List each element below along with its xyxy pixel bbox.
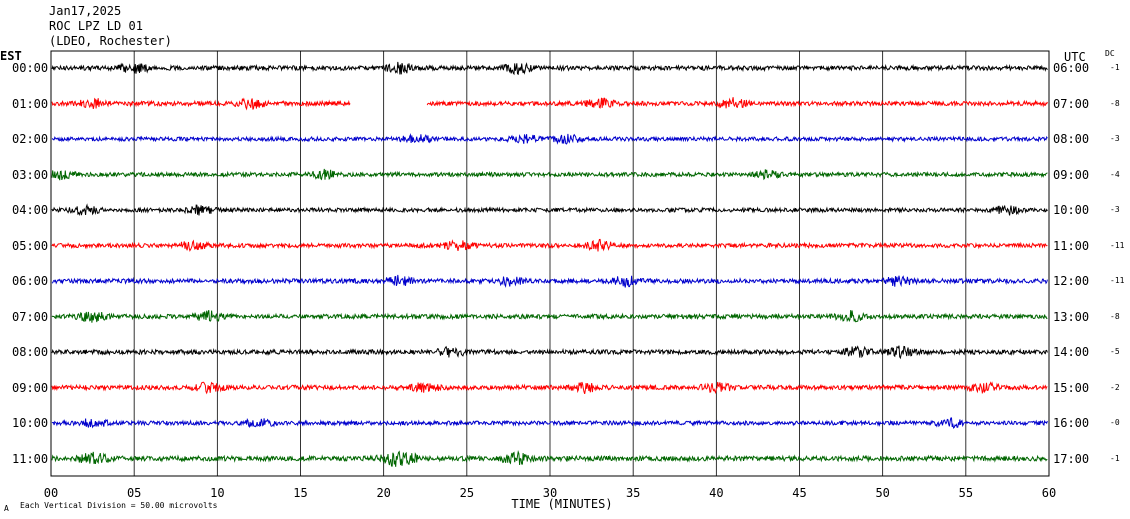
trace-line [51,310,1048,323]
vertical-division-note: Each Vertical Division = 50.00 microvolt… [20,501,218,510]
left-time-label: 05:00 [12,238,49,253]
dc-offset-label: -5 [1110,347,1120,356]
right-time-label: 16:00 [1053,416,1090,430]
x-tick-label: 40 [709,486,723,500]
x-tick-label: 05 [127,486,141,500]
left-time-label: 00:00 [12,61,49,75]
trace-line [51,381,1048,395]
dc-offset-label: -11 [1110,240,1125,250]
dc-offset-label: -1 [1110,63,1120,72]
trace-line [51,168,1048,181]
trace-line [51,203,1048,217]
x-tick-label: 25 [460,486,474,500]
right-time-label: 10:00 [1053,203,1090,217]
corner-mark: A [4,504,9,513]
trace-line [51,274,1048,288]
x-axis-title: TIME (MINUTES) [511,497,612,511]
left-time-label: 02:00 [12,132,49,146]
left-time-label: 10:00 [12,416,49,430]
time-gridlines [133,51,967,476]
dc-offset-label: -0 [1110,418,1120,427]
dc-header-label: DC [1105,49,1115,58]
dc-offset-label: -8 [1110,98,1120,108]
x-tick-label: 60 [1042,486,1056,500]
right-time-label: 15:00 [1053,380,1090,395]
right-time-label: 09:00 [1053,167,1090,182]
x-axis-ticks: 00 05 10 15 20 25 30 35 40 45 50 55 60 [44,486,1056,500]
x-tick-label: 10 [210,486,224,500]
dc-offset-label: -11 [1110,276,1125,285]
left-time-label: 03:00 [12,167,49,182]
right-time-label: 11:00 [1053,238,1090,253]
x-tick-label: 20 [376,486,390,500]
right-time-label: 07:00 [1053,96,1090,111]
left-time-label: 06:00 [12,274,49,288]
seismic-traces [51,61,1048,467]
right-time-label: 12:00 [1053,274,1090,288]
right-time-label: 14:00 [1053,345,1090,359]
trace-line [51,345,1048,360]
left-time-label: 04:00 [12,203,49,217]
x-tick-label: 55 [959,486,973,500]
trace-line [51,97,1048,111]
trace-line [51,417,1048,429]
dc-offset-label: -2 [1110,382,1120,392]
left-timezone-label: EST [0,49,22,63]
right-time-label: 06:00 [1053,61,1090,75]
x-tick-label: 00 [44,486,58,500]
right-time-label: 13:00 [1053,309,1090,324]
left-time-label: 08:00 [12,345,49,359]
right-time-label: 08:00 [1053,132,1090,146]
left-time-label: 07:00 [12,309,49,324]
date-label: Jan17,2025 [49,4,122,18]
x-tick-label: 35 [626,486,640,500]
trace-line [51,450,1048,467]
x-tick-label: 15 [293,486,307,500]
right-time-label: 17:00 [1053,451,1090,466]
left-time-label: 09:00 [12,380,49,395]
right-timezone-label: UTC [1064,50,1086,64]
dc-offset-label: -8 [1110,311,1120,321]
trace-line [51,238,1048,252]
network-label: (LDEO, Rochester) [49,34,172,48]
dc-offset-label: -3 [1110,134,1120,143]
trace-line [51,132,1048,145]
dc-offset-label: -3 [1110,205,1120,214]
x-tick-label: 30 [543,486,557,500]
left-time-label: 01:00 [12,96,49,111]
dc-offset-label: -1 [1110,453,1120,463]
dc-offset-label: -4 [1110,169,1120,179]
x-tick-label: 50 [875,486,889,500]
x-tick-label: 45 [792,486,806,500]
station-label: ROC LPZ LD 01 [49,19,143,33]
trace-line [51,61,1048,76]
left-time-label: 11:00 [12,451,49,466]
